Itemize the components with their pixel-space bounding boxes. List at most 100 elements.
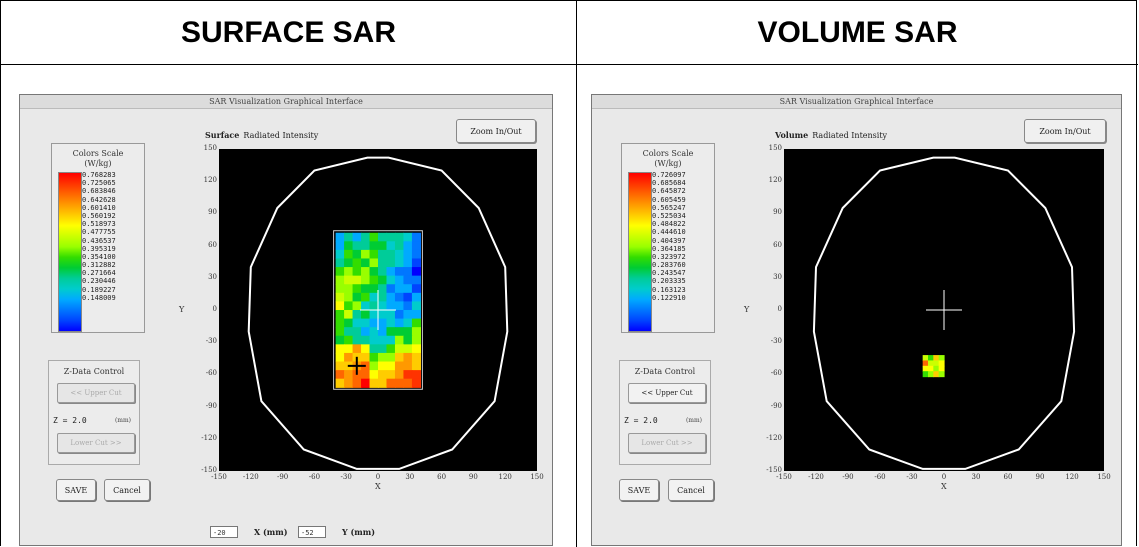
head-outline	[812, 156, 1076, 470]
sar-cell	[378, 352, 388, 363]
color-scale-value: 0.518973	[82, 220, 116, 229]
sar-cell	[361, 249, 371, 260]
sar-cell	[378, 275, 388, 285]
sar-cell	[403, 318, 413, 328]
sar-cell	[386, 378, 396, 388]
color-scale-value: 0.189227	[82, 285, 116, 294]
z-data-control: Z-Data Control << Upper Cut Z = 2.0 (mm)…	[48, 360, 140, 465]
save-button[interactable]: SAVE	[619, 479, 659, 501]
volume-sar-window: SAR Visualization Graphical Interface Co…	[591, 94, 1122, 546]
sar-cell	[403, 249, 413, 260]
sar-cell	[361, 301, 371, 311]
y-tick-label: -150	[201, 466, 217, 474]
sar-cell	[938, 371, 945, 378]
sar-cell	[394, 267, 405, 277]
sar-cell	[352, 267, 362, 277]
sar-cell	[352, 318, 362, 328]
sar-cell	[394, 318, 405, 328]
sar-cell	[335, 327, 345, 337]
sar-cell	[369, 284, 379, 294]
cancel-button[interactable]: Cancel	[104, 479, 150, 501]
color-scale-value: 0.444610	[652, 228, 686, 237]
sar-cell	[352, 258, 362, 268]
sar-cell	[369, 344, 379, 354]
sar-cell	[403, 241, 413, 251]
sar-cell	[411, 352, 421, 363]
sar-cell	[394, 241, 405, 251]
sar-cell	[344, 275, 354, 285]
sar-cell	[361, 327, 371, 337]
y-coordinate-label: Y (mm)	[342, 527, 375, 537]
color-scale-value: 0.683846	[82, 187, 116, 196]
sar-cell	[344, 292, 354, 303]
sar-cell	[394, 301, 405, 311]
sar-plot[interactable]: 150 120 90 60 30 0 -30 -60 -90 -120 -150 -150 -120 -9…	[179, 144, 544, 493]
header-row	[1, 1, 1138, 65]
x-tick-label: 90	[468, 473, 478, 481]
sar-cell	[933, 355, 940, 362]
sar-cell	[411, 292, 421, 303]
column-divider	[576, 1, 577, 547]
sar-cell	[386, 335, 396, 345]
y-tick-label: 120	[203, 176, 217, 185]
color-scale-value: 0.283760	[652, 261, 686, 270]
sar-cell	[344, 335, 354, 345]
y-coordinate-field[interactable]: -52	[298, 526, 326, 538]
sar-plot[interactable]: 150 120 90 60 30 0 -30 -60 -90 -120 -150 -150 -120 -9…	[744, 144, 1111, 493]
color-scale-title: Colors Scale	[642, 149, 694, 158]
x-tick-label: 60	[437, 473, 447, 481]
x-tick-label: 120	[498, 473, 512, 481]
zoom-button[interactable]: Zoom In/Out	[456, 119, 536, 143]
sar-cell	[411, 249, 421, 260]
sar-cell	[352, 301, 362, 311]
x-tick-label: 60	[1003, 473, 1013, 481]
sar-cell	[386, 258, 396, 268]
sar-cell	[394, 327, 405, 337]
sar-cell	[378, 249, 388, 260]
save-button[interactable]: SAVE	[56, 479, 96, 501]
sar-cell	[403, 267, 413, 277]
sar-cell	[344, 378, 354, 388]
sar-cell	[411, 241, 421, 251]
y-tick-label: -120	[201, 433, 217, 442]
x-tick-label: -120	[808, 473, 824, 481]
x-coordinate-field[interactable]: -20	[210, 526, 238, 538]
y-tick-label: 150	[768, 144, 782, 152]
sar-cell	[378, 344, 388, 354]
sar-cell	[369, 310, 379, 320]
sar-cell	[335, 284, 345, 294]
sar-cell	[394, 361, 405, 371]
sar-cell	[369, 301, 379, 311]
cancel-button[interactable]: Cancel	[668, 479, 714, 501]
sar-cell	[411, 232, 421, 242]
plot-quantity: Radiated Intensity	[243, 131, 319, 140]
sar-cell	[344, 232, 354, 242]
lower-cut-button[interactable]: Lower Cut >>	[57, 433, 135, 453]
lower-cut-button[interactable]: Lower Cut >>	[628, 433, 706, 453]
upper-cut-button[interactable]: << Upper Cut	[57, 383, 135, 403]
color-scale-value: 0.323972	[652, 252, 686, 261]
sar-cell	[386, 232, 396, 242]
sar-cell	[933, 365, 940, 372]
sar-cell	[335, 275, 345, 285]
sar-cell	[411, 284, 421, 294]
sar-cell	[403, 310, 413, 320]
sar-cell	[335, 258, 345, 268]
sar-cell	[411, 361, 421, 371]
plot-canvas	[784, 149, 1104, 471]
sar-cell	[352, 327, 362, 337]
sar-cell	[344, 370, 354, 380]
sar-cell	[411, 310, 421, 320]
sar-cell	[352, 344, 362, 354]
upper-cut-button[interactable]: << Upper Cut	[628, 383, 706, 403]
sar-cell	[386, 292, 396, 303]
zoom-button[interactable]: Zoom In/Out	[1024, 119, 1106, 143]
color-scale-value: 0.726097	[652, 171, 686, 179]
sar-cell	[361, 292, 371, 303]
sar-cell	[386, 267, 396, 277]
sar-cell	[411, 275, 421, 285]
sar-cell	[403, 284, 413, 294]
sar-cell	[369, 241, 379, 251]
sar-cell	[378, 241, 388, 251]
sar-cell	[361, 352, 371, 363]
